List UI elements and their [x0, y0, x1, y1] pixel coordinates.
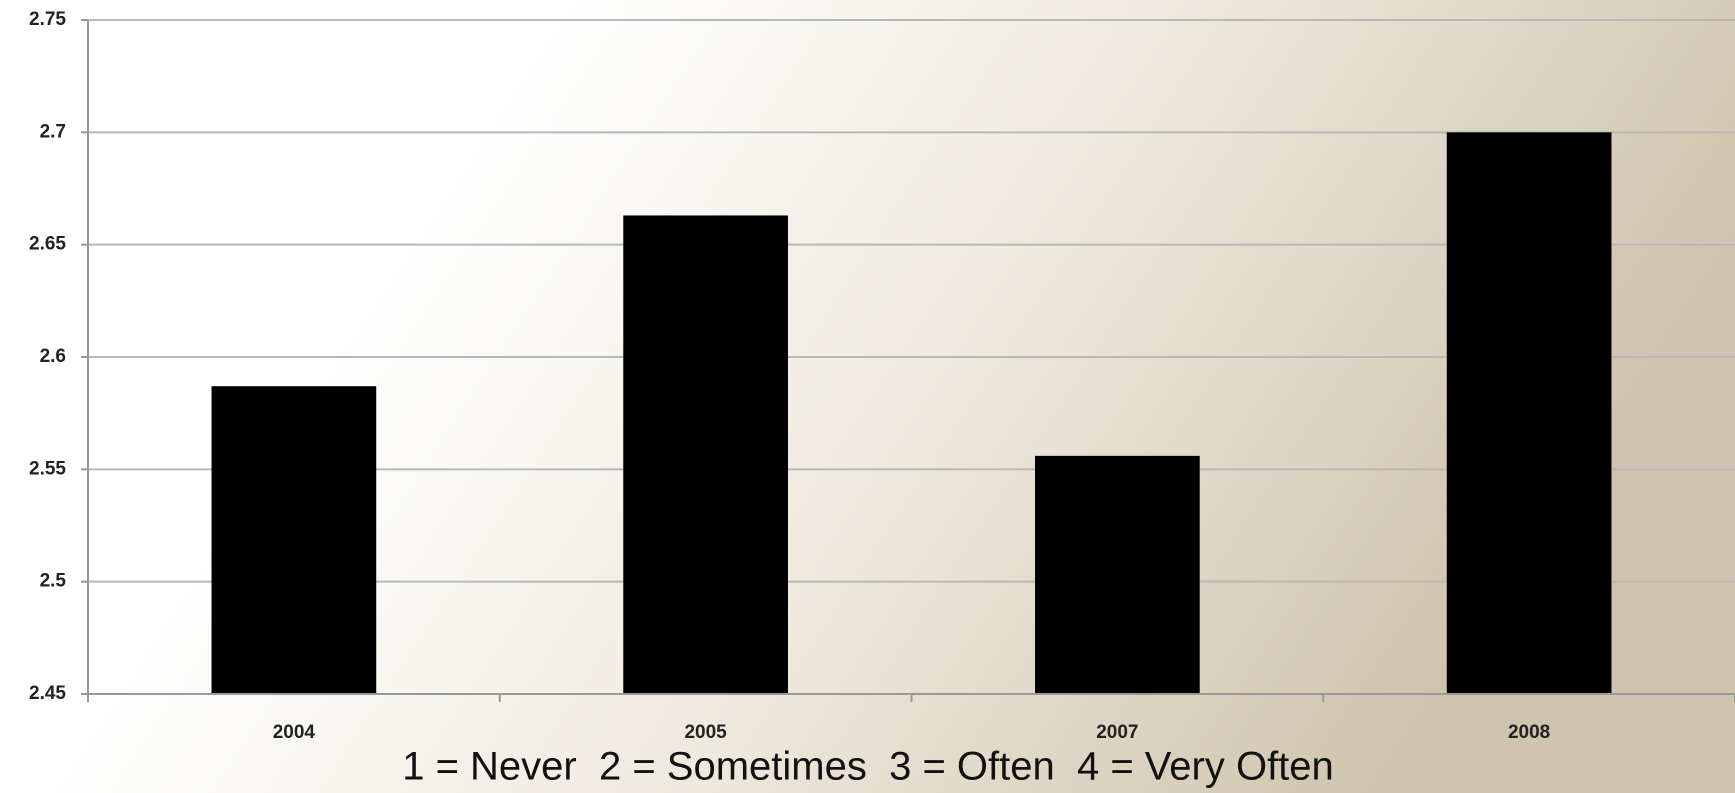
x-tick-label: 2005 — [684, 722, 727, 743]
bar — [212, 386, 377, 694]
chart: 1 = Never 2 = Sometimes 3 = Often 4 = Ve… — [0, 0, 1735, 793]
bar — [1035, 456, 1200, 694]
y-tick-label: 2.45 — [29, 683, 66, 704]
bar — [623, 215, 788, 694]
x-tick-label: 2007 — [1096, 722, 1138, 743]
annotation: 1 = Never 2 = Sometimes 3 = Often 4 = Ve… — [402, 745, 1334, 789]
y-tick-label: 2.75 — [29, 9, 66, 30]
bar — [1447, 132, 1612, 694]
y-tick-label: 2.6 — [40, 346, 66, 367]
y-tick-label: 2.65 — [29, 234, 66, 255]
x-tick-label: 2008 — [1508, 722, 1550, 743]
x-tick-label: 2004 — [273, 722, 316, 743]
y-tick-label: 2.7 — [40, 121, 66, 142]
y-tick-label: 2.5 — [40, 571, 67, 592]
y-tick-label: 2.55 — [29, 458, 66, 479]
